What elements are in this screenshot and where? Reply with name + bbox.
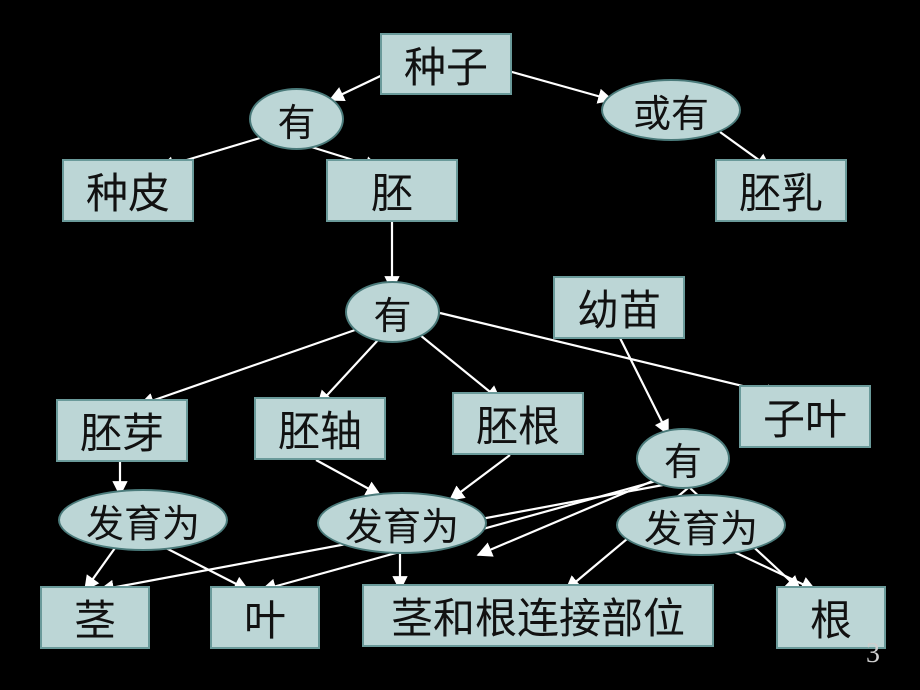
label: 种子 [404, 34, 488, 95]
label: 茎 [74, 587, 116, 648]
label: 胚乳 [739, 160, 823, 221]
node-endosperm: 胚乳 [715, 159, 847, 222]
label: 有 [373, 285, 411, 340]
node-dev3: 发育为 [616, 494, 786, 556]
label: 茎和根连接部位 [391, 585, 685, 646]
page-number-text: 3 [866, 638, 880, 669]
node-has3: 有 [636, 428, 730, 489]
label: 有 [664, 431, 702, 486]
label: 胚轴 [278, 398, 362, 459]
node-epicotyl: 胚轴 [254, 397, 386, 460]
node-radicle: 胚根 [452, 392, 584, 455]
node-plumule: 胚芽 [56, 399, 188, 462]
node-stem: 茎 [40, 586, 150, 649]
label: 发育为 [86, 493, 200, 548]
label: 胚芽 [80, 400, 164, 461]
label: 胚 [371, 160, 413, 221]
page-number: 3 [866, 638, 880, 670]
node-orhas: 或有 [601, 79, 741, 141]
label: 根 [810, 587, 852, 648]
node-cotyledon: 子叶 [739, 385, 871, 448]
label: 幼苗 [577, 277, 661, 338]
node-dev1: 发育为 [58, 489, 228, 551]
label: 有 [277, 92, 315, 147]
node-has1: 有 [249, 88, 344, 150]
node-leaf: 叶 [210, 586, 320, 649]
node-dev2: 发育为 [317, 492, 487, 554]
label: 子叶 [763, 386, 847, 447]
node-embryo: 胚 [326, 159, 458, 222]
label: 种皮 [86, 160, 170, 221]
node-seedling: 幼苗 [553, 276, 685, 339]
label: 叶 [244, 587, 286, 648]
node-junction: 茎和根连接部位 [362, 584, 714, 647]
label: 胚根 [476, 393, 560, 454]
label: 发育为 [345, 496, 459, 551]
label: 发育为 [644, 498, 758, 553]
label: 或有 [633, 83, 709, 138]
node-has2: 有 [345, 281, 440, 343]
node-seedcoat: 种皮 [62, 159, 194, 222]
node-seed: 种子 [380, 33, 512, 95]
